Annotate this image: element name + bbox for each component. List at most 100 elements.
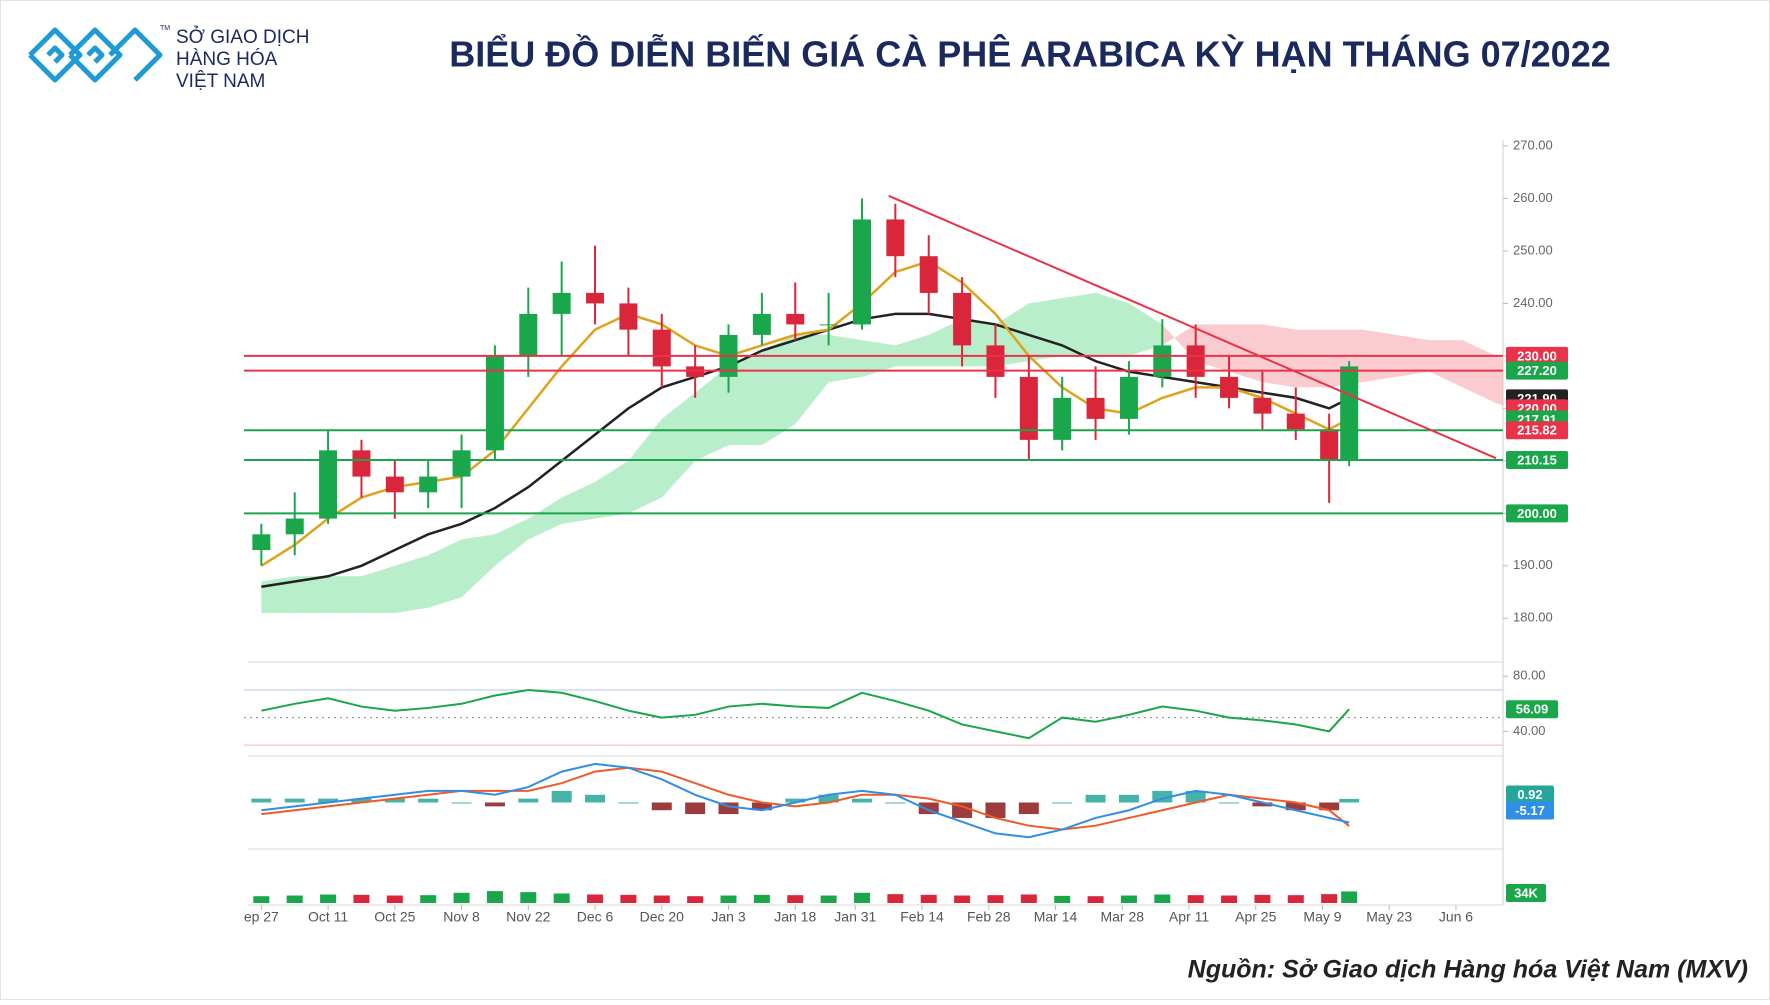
- volume-bar: [1120, 895, 1137, 903]
- cloud: [461, 534, 495, 598]
- macd-histogram: [1118, 794, 1139, 803]
- macd-histogram: [351, 798, 372, 803]
- cloud: [528, 497, 562, 540]
- x-tick-label: Jan 3: [711, 909, 745, 925]
- macd-histogram: [1152, 790, 1173, 803]
- trendline: [888, 194, 1497, 460]
- macd-histogram: [918, 802, 939, 815]
- volume-bar: [753, 894, 770, 903]
- cloud: [294, 576, 329, 614]
- price-tag: [1506, 451, 1568, 470]
- volume-bar: [1287, 895, 1304, 903]
- price-tag: [1506, 504, 1568, 523]
- x-tick-label: Feb 14: [900, 909, 944, 925]
- price-tag: [1506, 361, 1568, 380]
- candle-body: [485, 355, 504, 451]
- macd-histogram: [1219, 802, 1240, 804]
- volume-bar: [587, 894, 604, 903]
- cloud: [828, 334, 862, 383]
- macd-histogram: [284, 798, 305, 803]
- volume-bar: [1087, 896, 1104, 903]
- x-tick-label: May 9: [1303, 909, 1341, 925]
- volume-bar: [920, 894, 937, 903]
- volume-bar: [853, 892, 870, 903]
- candle-body: [953, 292, 972, 346]
- macd-histogram: [1052, 802, 1073, 804]
- macd-histogram: [1285, 802, 1306, 811]
- macd-histogram: [318, 798, 339, 803]
- moving-average: [261, 312, 1350, 589]
- volume-tag: [1506, 884, 1546, 902]
- x-tick-label: Dec 20: [640, 909, 685, 925]
- cloud: [1229, 324, 1263, 383]
- cloud: [1128, 303, 1163, 356]
- cloud: [628, 418, 662, 514]
- candle-body: [352, 450, 371, 477]
- x-tick-label: Apr 25: [1235, 909, 1276, 925]
- macd-histogram: [384, 798, 405, 803]
- candle-body: [1340, 366, 1359, 461]
- macd-histogram: [985, 802, 1006, 818]
- macd-tag-label: -5.17: [1515, 803, 1545, 818]
- logo-tm: TM: [160, 25, 170, 32]
- rsi-tick-label: 80.00: [1513, 668, 1546, 683]
- volume-bar: [453, 892, 470, 903]
- volume-bar: [286, 895, 303, 903]
- candle-body: [619, 303, 638, 330]
- candle-body: [1086, 397, 1105, 419]
- candle-body: [852, 219, 871, 325]
- cloud: [494, 518, 529, 566]
- candle-body: [252, 534, 271, 551]
- logo-icon: [28, 27, 163, 83]
- candle-body: [1320, 429, 1339, 461]
- volume-bar: [420, 895, 437, 903]
- x-tick-label: Mar 14: [1034, 909, 1078, 925]
- macd-histogram: [251, 798, 272, 803]
- candle-body: [819, 324, 838, 326]
- volume-bar: [1154, 894, 1171, 903]
- volume-bar: [787, 895, 804, 903]
- candle-body: [1186, 345, 1205, 377]
- candle-body: [285, 518, 304, 535]
- rsi-line: [261, 689, 1350, 740]
- candle-body: [1253, 397, 1272, 414]
- candle-body: [1220, 376, 1239, 398]
- chart-title: BIỂU ĐỒ DIỄN BIẾN GIÁ CÀ PHÊ ARABICA KỲ …: [449, 33, 1611, 75]
- cloud: [695, 366, 729, 461]
- rsi-tick-label: 40.00: [1513, 723, 1546, 738]
- x-tick-label: Oct 11: [308, 909, 348, 925]
- candle-body: [319, 450, 338, 519]
- y-tick-label: 250.00: [1513, 242, 1553, 257]
- volume-bar: [720, 895, 737, 903]
- macd-histogram: [685, 802, 706, 815]
- x-tick-label: Feb 28: [967, 909, 1011, 925]
- volume-bar: [1187, 895, 1204, 903]
- cloud: [394, 555, 429, 614]
- logo-text: HÀNG HÓA: [176, 48, 278, 70]
- candle-body: [1153, 345, 1172, 377]
- cloud: [1496, 355, 1503, 406]
- candle-body: [1019, 376, 1038, 440]
- candle-body: [1053, 397, 1072, 440]
- volume-bar: [353, 894, 370, 903]
- source: Nguồn: Sở Giao dịch Hàng hóa Việt Nam (M…: [1188, 956, 1748, 984]
- macd-histogram: [451, 802, 472, 804]
- volume-bar: [1221, 895, 1238, 903]
- volume-tag-label: 34K: [1514, 885, 1538, 900]
- x-tick-label: Oct 25: [374, 909, 415, 925]
- price-tag-label: 210.15: [1517, 452, 1557, 467]
- macd-tag: [1506, 801, 1554, 820]
- y-tick-label: 260.00: [1513, 190, 1553, 205]
- candle-body: [686, 366, 705, 377]
- macd-histogram: [952, 802, 973, 818]
- x-tick-label: Nov 8: [443, 909, 480, 925]
- candle-body: [652, 329, 671, 367]
- volume-bar: [553, 893, 570, 903]
- volume-bar: [887, 894, 904, 903]
- price-tag-label: 230.00: [1517, 348, 1557, 363]
- volume-bar: [1254, 894, 1271, 903]
- price-tag-label: 227.20: [1517, 363, 1557, 378]
- cloud: [661, 392, 696, 498]
- macd-tag-label: 0.92: [1517, 787, 1542, 802]
